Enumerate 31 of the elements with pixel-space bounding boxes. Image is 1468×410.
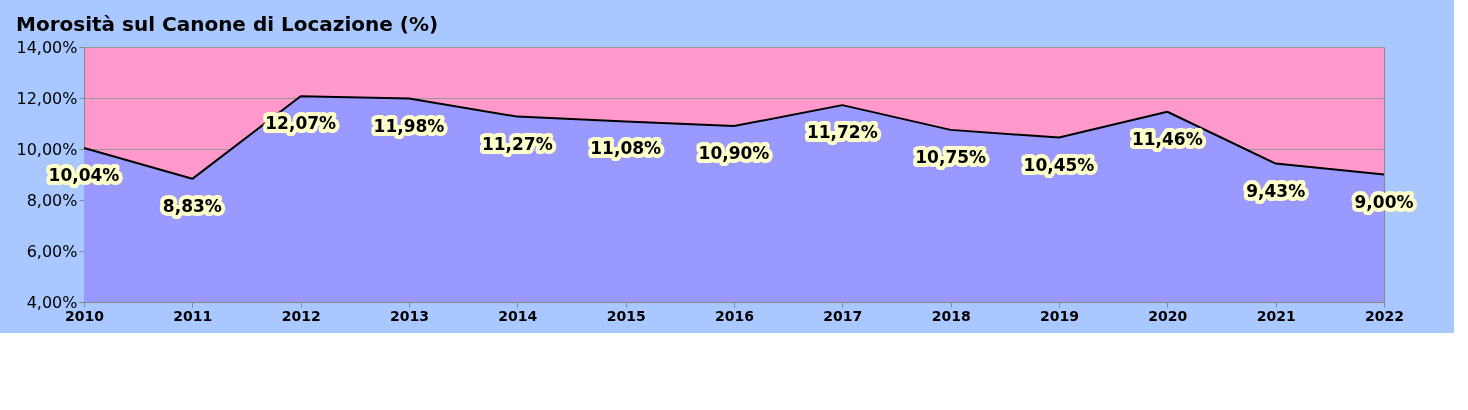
y-tick-label: 6,00%	[26, 241, 78, 261]
y-tick-label: 14,00%	[16, 37, 78, 57]
x-tick-label: 2014	[498, 307, 538, 324]
data-label: 10,75%	[915, 146, 987, 167]
data-label: 11,98%	[373, 115, 445, 136]
x-tick-label: 2019	[1040, 307, 1079, 324]
data-label: 11,27%	[481, 133, 553, 154]
x-tick-label: 2017	[823, 307, 863, 324]
y-tick-label: 8,00%	[26, 190, 78, 210]
x-tick-label: 2016	[715, 307, 754, 324]
data-label: 12,07%	[265, 113, 337, 134]
x-tick-label: 2015	[606, 307, 646, 324]
data-label: 10,45%	[1023, 154, 1095, 175]
y-tick-label: 12,00%	[16, 88, 78, 108]
x-tick-label: 2012	[281, 307, 321, 324]
x-tick-label: 2011	[173, 307, 213, 324]
x-tick-label: 2018	[931, 307, 971, 324]
data-label: 8,83%	[162, 195, 222, 216]
x-tick-label: 2022	[1365, 307, 1404, 324]
chart-title: Morosità sul Canone di Locazione (%)	[15, 12, 439, 36]
data-label: 10,90%	[698, 143, 770, 164]
data-label: 9,00%	[1354, 191, 1414, 212]
data-label: 11,08%	[590, 138, 662, 159]
data-label: 11,46%	[1131, 128, 1203, 149]
x-tick-label: 2013	[390, 307, 429, 324]
x-tick-label: 2021	[1256, 307, 1296, 324]
data-label: 9,43%	[1246, 180, 1306, 201]
x-tick-label: 2020	[1148, 307, 1188, 324]
y-tick-label: 10,00%	[16, 139, 78, 159]
data-label: 11,72%	[806, 122, 878, 143]
data-label: 10,04%	[48, 164, 120, 185]
